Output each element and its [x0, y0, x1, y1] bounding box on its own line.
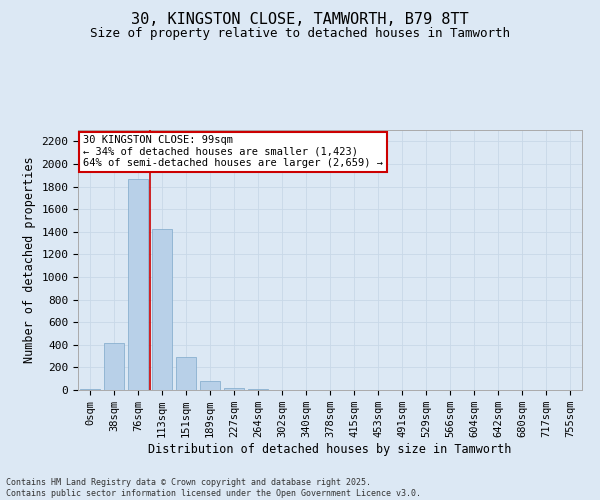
Bar	[104, 342, 124, 390]
Bar	[224, 388, 244, 390]
Text: 30, KINGSTON CLOSE, TAMWORTH, B79 8TT: 30, KINGSTON CLOSE, TAMWORTH, B79 8TT	[131, 12, 469, 28]
Y-axis label: Number of detached properties: Number of detached properties	[23, 156, 36, 364]
Bar	[200, 381, 220, 390]
Text: Contains HM Land Registry data © Crown copyright and database right 2025.
Contai: Contains HM Land Registry data © Crown c…	[6, 478, 421, 498]
Bar	[152, 230, 172, 390]
X-axis label: Distribution of detached houses by size in Tamworth: Distribution of detached houses by size …	[148, 443, 512, 456]
Bar	[176, 357, 196, 390]
Text: 30 KINGSTON CLOSE: 99sqm
← 34% of detached houses are smaller (1,423)
64% of sem: 30 KINGSTON CLOSE: 99sqm ← 34% of detach…	[83, 135, 383, 168]
Bar	[128, 178, 148, 390]
Text: Size of property relative to detached houses in Tamworth: Size of property relative to detached ho…	[90, 28, 510, 40]
